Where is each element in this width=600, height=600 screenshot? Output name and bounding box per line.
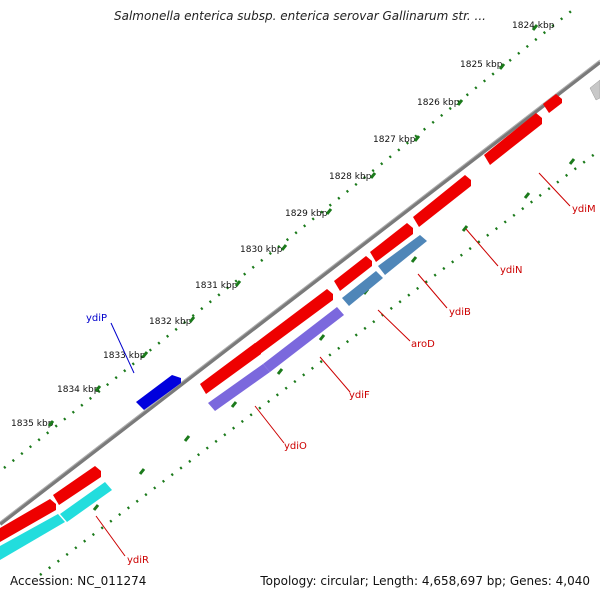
gene-block-red-2[interactable] xyxy=(413,175,471,227)
genome-backbone xyxy=(0,60,600,526)
gene-label-ydiR: ydiR xyxy=(127,555,149,566)
gene-label-ydiP: ydiP xyxy=(86,313,107,324)
tick-labels: 1824 kbp 1825 kbp 1826 kbp 1827 kbp 1828… xyxy=(11,21,555,429)
major-ticks xyxy=(47,24,576,511)
gene-block-red-5[interactable] xyxy=(53,466,101,505)
gene-block-ydiN[interactable] xyxy=(370,223,413,262)
gene-blocks xyxy=(0,79,600,560)
gene-block-red-1[interactable] xyxy=(543,94,562,113)
gene-label-ydiM: ydiM xyxy=(572,204,596,215)
gene-block-ydiO[interactable] xyxy=(208,364,270,411)
gene-block-gray[interactable] xyxy=(589,79,600,101)
gene-block-ydiR[interactable] xyxy=(0,514,65,560)
tick-label-1826: 1826 kbp xyxy=(417,98,460,108)
tick-label-1828: 1828 kbp xyxy=(329,172,372,182)
tick-label-1831: 1831 kbp xyxy=(195,281,238,291)
gene-block-ydiM[interactable] xyxy=(484,113,542,165)
tick-label-1834: 1834 kbp xyxy=(57,385,100,395)
gene-block-cyan-1[interactable] xyxy=(60,482,112,522)
gene-block-ydiF[interactable] xyxy=(263,307,344,372)
tick-track-outer xyxy=(3,7,576,469)
gene-block-ydiB[interactable] xyxy=(378,235,427,275)
tick-label-1833: 1833 kbp xyxy=(103,351,146,361)
tick-label-1825: 1825 kbp xyxy=(460,60,503,70)
genome-title: Salmonella enterica subsp. enterica sero… xyxy=(114,9,486,23)
gene-block-ydiF-red[interactable] xyxy=(254,289,333,354)
gene-block-red-4[interactable] xyxy=(200,343,261,394)
gene-block-red-6[interactable] xyxy=(0,499,56,542)
accession-text: Accession: NC_011274 xyxy=(10,574,147,588)
gene-label-ydiF: ydiF xyxy=(349,390,370,401)
gene-leaders xyxy=(95,172,571,557)
tick-label-1827: 1827 kbp xyxy=(373,135,416,145)
tick-label-1829: 1829 kbp xyxy=(285,209,328,219)
gene-label-aroD: aroD xyxy=(411,339,435,350)
genome-summary-text: Topology: circular; Length: 4,658,697 bp… xyxy=(260,574,590,588)
gene-block-aroD[interactable] xyxy=(342,271,383,306)
tick-label-1832: 1832 kbp xyxy=(149,317,192,327)
tick-label-1830: 1830 kbp xyxy=(240,245,283,255)
tick-label-1824: 1824 kbp xyxy=(512,21,555,31)
gene-label-ydiB: ydiB xyxy=(449,307,471,318)
gene-block-ydiP[interactable] xyxy=(136,375,181,410)
gene-block-red-3[interactable] xyxy=(334,256,372,291)
gene-label-ydiN: ydiN xyxy=(500,265,523,276)
gene-labels: ydiP ydiM ydiN ydiB aroD ydiF ydiO ydiR xyxy=(86,204,596,566)
tick-label-1835: 1835 kbp xyxy=(11,419,54,429)
gene-label-ydiO: ydiO xyxy=(284,441,307,452)
